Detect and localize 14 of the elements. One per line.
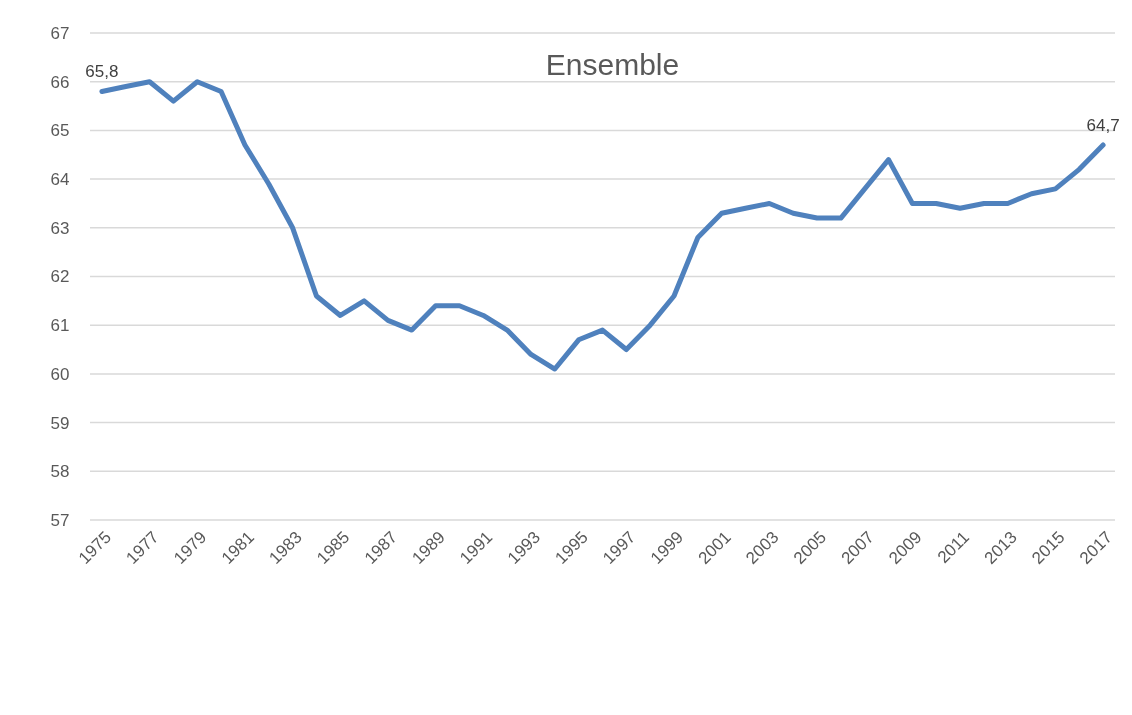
y-tick-label: 65	[50, 121, 70, 141]
y-tick-label: 66	[50, 72, 70, 92]
y-tick-label: 62	[50, 267, 70, 287]
y-tick-label: 57	[50, 510, 70, 530]
data-label: 65,8	[85, 62, 119, 82]
y-tick-label: 59	[50, 413, 70, 433]
y-tick-label: 67	[50, 23, 70, 43]
data-label: 64,7	[1086, 116, 1120, 136]
y-tick-label: 63	[50, 218, 70, 238]
y-tick-label: 60	[50, 364, 70, 384]
y-tick-label: 64	[50, 170, 70, 190]
text: Ensemble	[545, 48, 680, 81]
y-tick-label: 58	[50, 462, 70, 482]
y-tick-label: 61	[50, 316, 70, 336]
